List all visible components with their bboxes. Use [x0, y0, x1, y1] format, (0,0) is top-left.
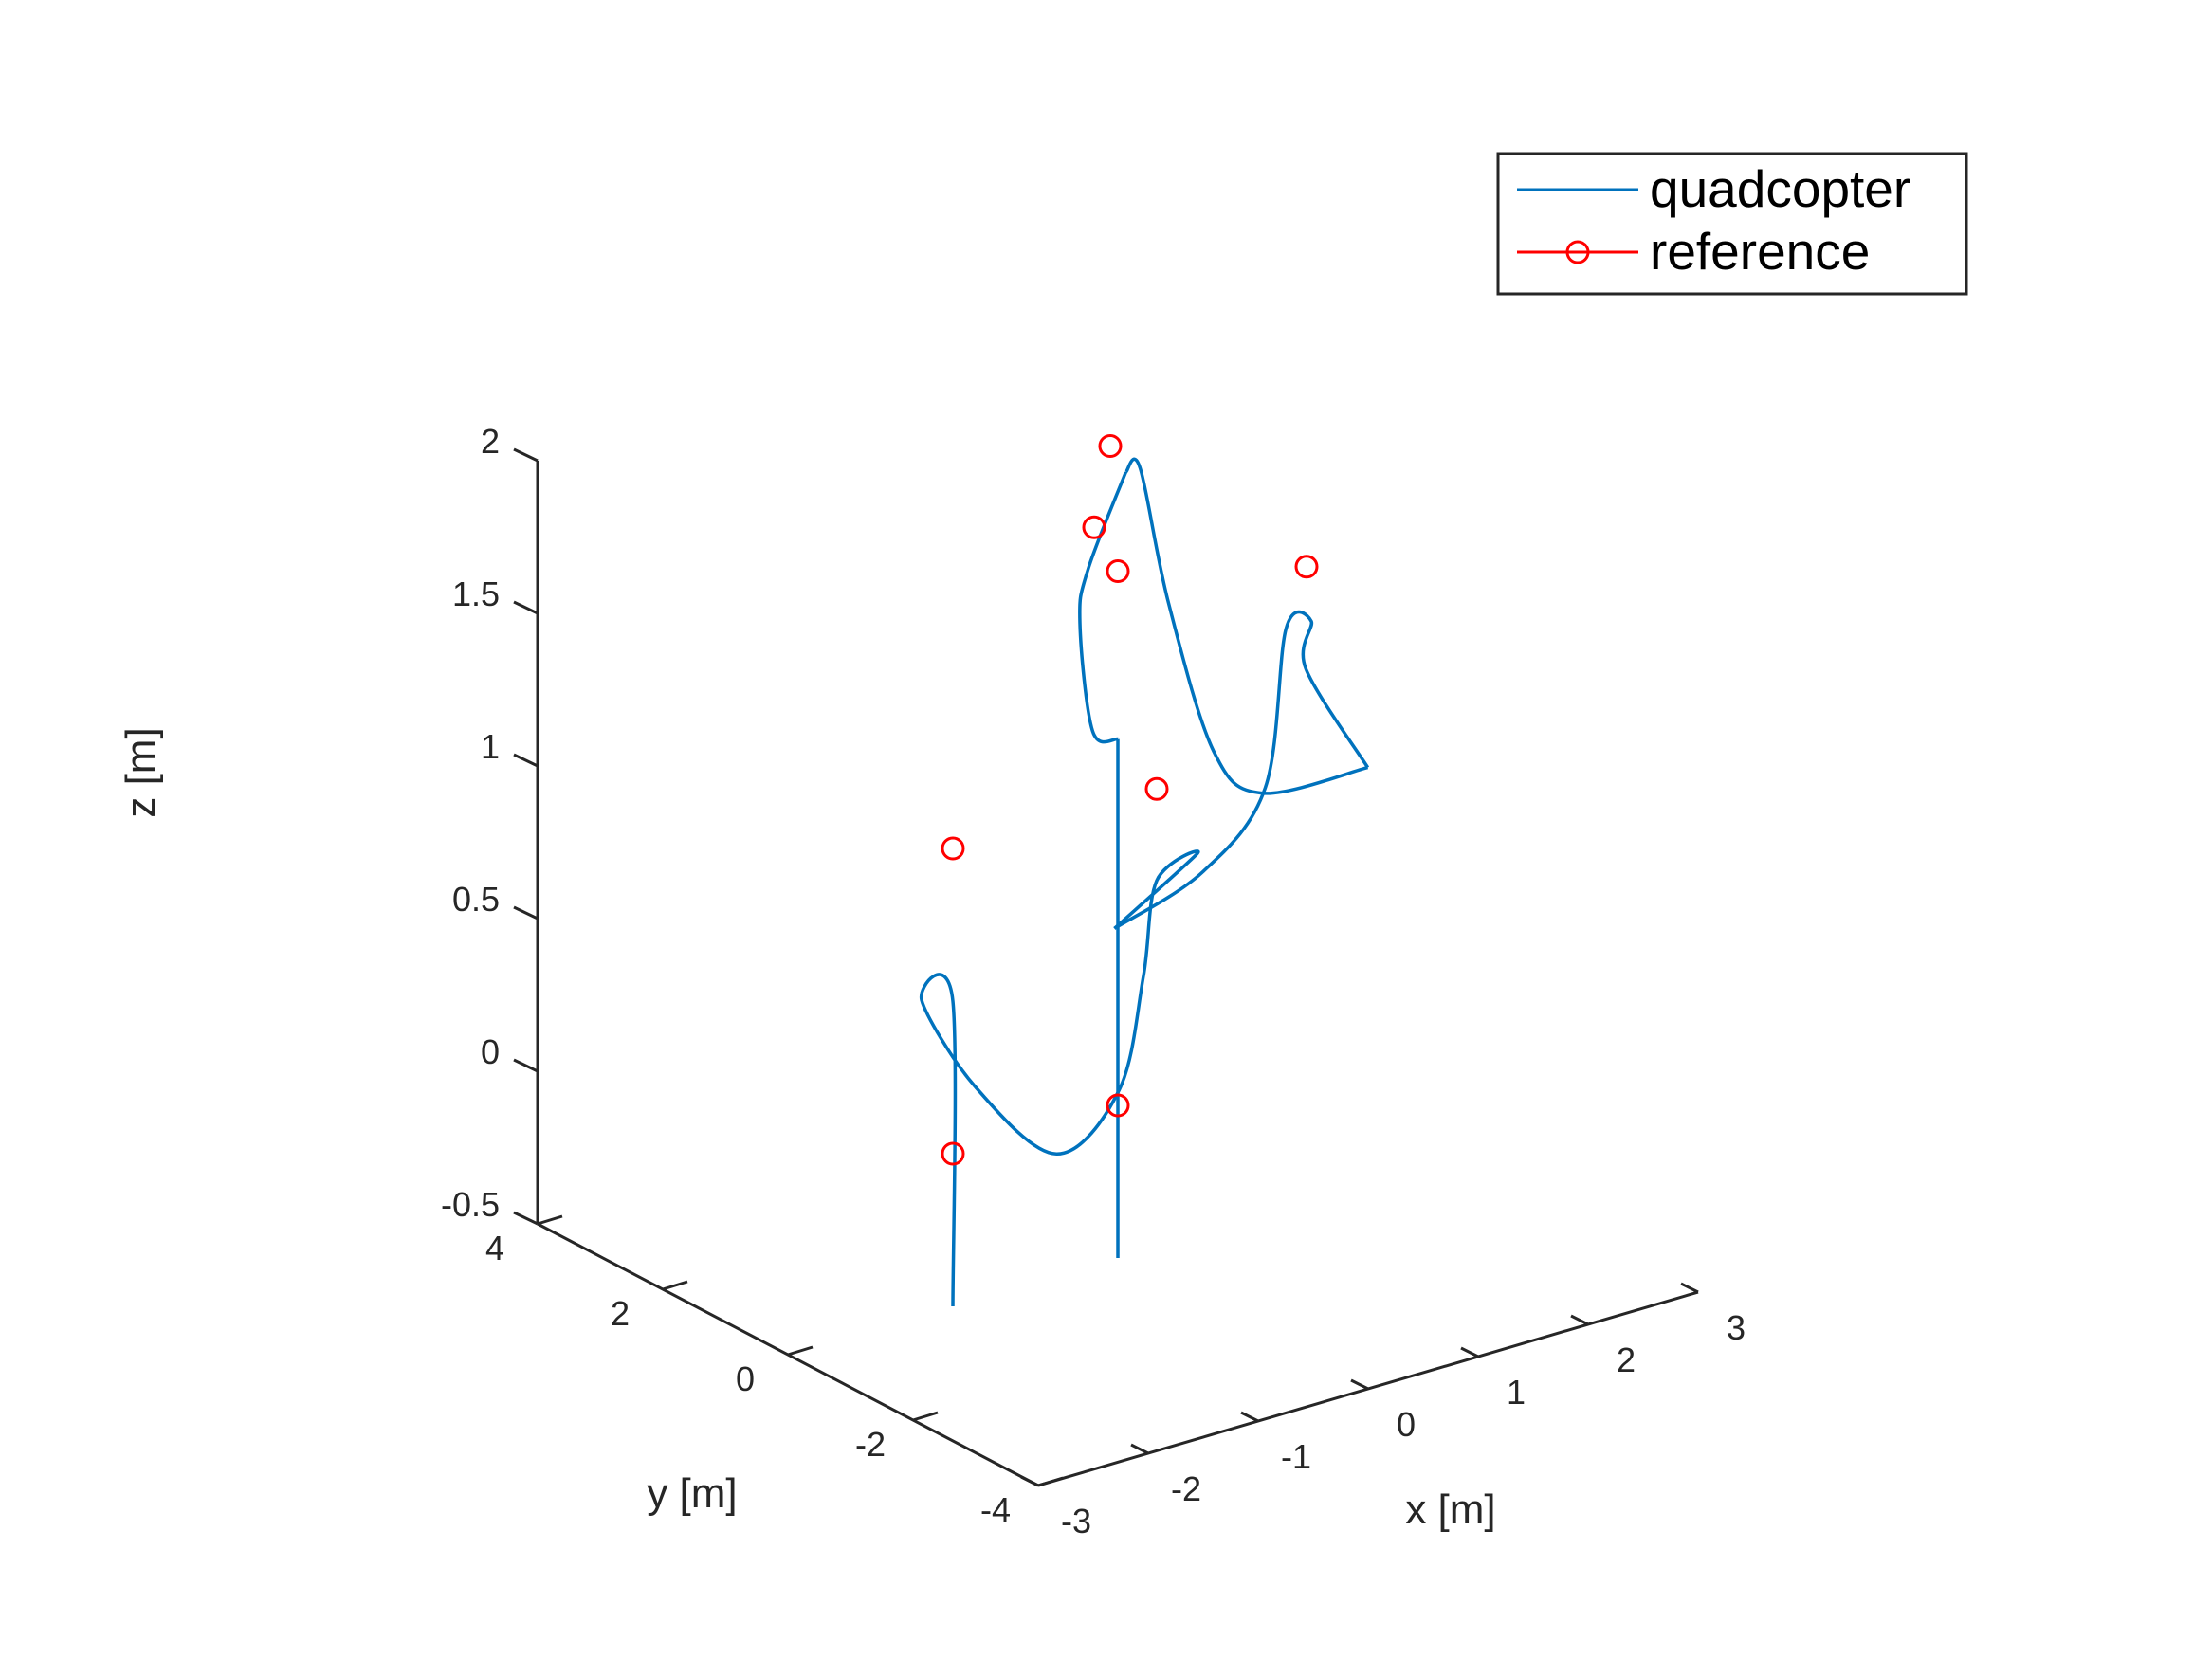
- y-tick-label: 0: [736, 1359, 755, 1398]
- x-tick-label: -2: [1171, 1469, 1201, 1508]
- x-axis-label: x [m]: [1405, 1486, 1495, 1533]
- tick-labels: -3 -2 -1 0 1 2 3 -4 -2 0 2 4 -0.5 0 0.5 1 1.5 2: [441, 422, 1746, 1540]
- z-tick-label: 0.5: [452, 880, 500, 919]
- x-tick: [1570, 1314, 1589, 1326]
- z-tick: [513, 447, 539, 463]
- x-tick: [1130, 1443, 1149, 1455]
- x-tick-label: 0: [1397, 1405, 1416, 1444]
- quadcopter-trajectory-segment: [1124, 457, 1369, 795]
- reference-marker: [941, 836, 965, 861]
- y-axis-label: y [m]: [647, 1470, 737, 1517]
- x-tick-label: 2: [1617, 1340, 1636, 1379]
- y-tick-label: -4: [980, 1490, 1011, 1529]
- reference-marker: [1294, 555, 1319, 579]
- z-tick-label: 1.5: [452, 574, 500, 613]
- reference-marker: [1082, 515, 1106, 539]
- z-tick: [513, 1058, 539, 1073]
- z-tick-label: 2: [481, 422, 500, 461]
- legend[interactable]: quadcopter reference: [1496, 152, 1968, 296]
- y-tick: [662, 1280, 688, 1291]
- legend-reference-marker: [1565, 240, 1590, 264]
- tick-marks: [513, 447, 1699, 1487]
- quadcopter-trajectory-segment: [920, 849, 1200, 1307]
- axis-labels: x [m] y [m] z [m]: [118, 727, 1496, 1533]
- plot-series: [920, 434, 1370, 1307]
- x-tick: [1680, 1282, 1699, 1294]
- quadcopter-trajectory-segment: [1078, 471, 1128, 744]
- y-tick: [912, 1411, 939, 1422]
- x-tick-label: -1: [1281, 1437, 1311, 1476]
- reference-marker: [1144, 776, 1169, 801]
- x-tick-label: 1: [1507, 1373, 1526, 1412]
- x-tick-label: -3: [1061, 1502, 1091, 1540]
- quadcopter-trajectory-segment: [1113, 610, 1370, 930]
- z-tick-label: 0: [481, 1032, 500, 1071]
- reference-marker: [1098, 434, 1123, 458]
- z-tick: [513, 753, 539, 768]
- reference-marker: [1106, 559, 1130, 583]
- z-tick: [513, 1211, 539, 1226]
- y-tick-label: 2: [611, 1294, 630, 1333]
- x-tick-label: 3: [1727, 1308, 1746, 1347]
- y-tick: [1037, 1476, 1064, 1487]
- x-tick: [1350, 1378, 1369, 1391]
- y-tick: [787, 1345, 814, 1357]
- z-tick-label: -0.5: [441, 1185, 500, 1224]
- legend-box: [1496, 152, 1968, 296]
- z-axis-label: z [m]: [118, 727, 164, 817]
- legend-reference-label: reference: [1650, 222, 1870, 281]
- z-tick: [513, 600, 539, 615]
- legend-quadcopter-label: quadcopter: [1650, 159, 1910, 218]
- reference-marker: [1106, 1093, 1130, 1118]
- x-tick: [1240, 1411, 1259, 1423]
- reference-marker: [941, 1141, 965, 1166]
- z-tick-label: 1: [481, 727, 500, 766]
- x-tick: [1460, 1346, 1479, 1358]
- y-tick: [537, 1214, 563, 1226]
- x-tick: [1020, 1475, 1039, 1487]
- z-tick: [513, 905, 539, 921]
- y-tick-label: 4: [485, 1229, 504, 1267]
- y-tick-label: -2: [855, 1425, 886, 1464]
